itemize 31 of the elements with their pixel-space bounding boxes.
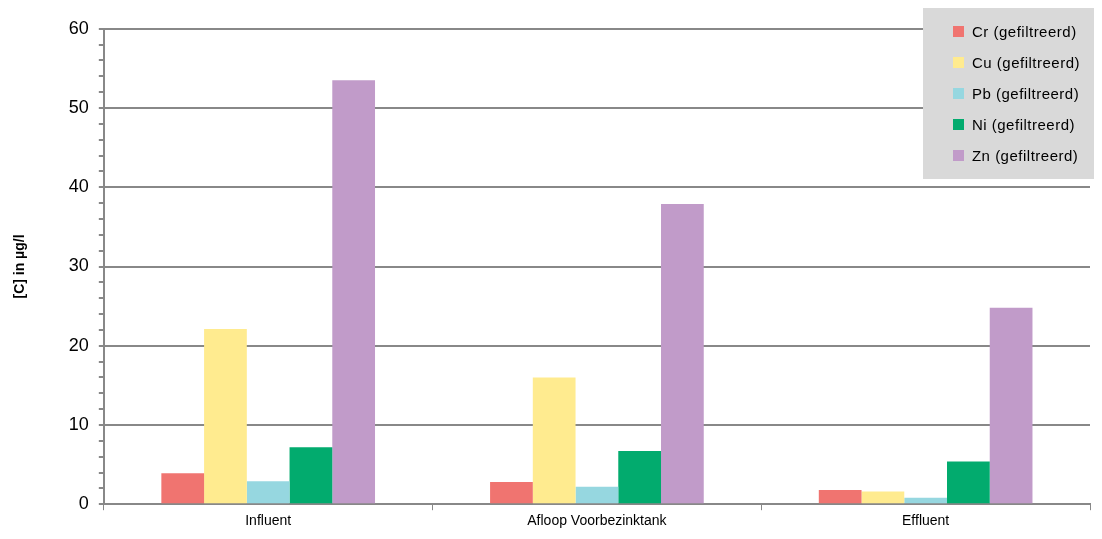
legend-label: Cu (gefiltreerd) — [971, 54, 1080, 71]
y-tick-label: 20 — [68, 334, 89, 355]
bar — [289, 447, 333, 504]
y-tick-label: 40 — [68, 176, 89, 197]
bar — [861, 491, 905, 504]
bar — [204, 329, 247, 504]
legend-label: Pb (gefiltreerd) — [971, 85, 1080, 102]
x-tick-label: Effluent — [902, 512, 950, 529]
bar — [618, 451, 662, 504]
y-axis-title: [C] in µg/l — [11, 234, 28, 299]
bar — [532, 377, 576, 504]
y-tick-label: 60 — [68, 17, 89, 38]
y-tick-label: 10 — [68, 413, 89, 434]
bar — [490, 482, 533, 504]
legend-label: Cr (gefiltreerd) — [971, 23, 1077, 40]
bar — [989, 307, 1033, 504]
legend-label: Zn (gefiltreerd) — [971, 147, 1079, 164]
bar — [818, 489, 862, 504]
x-tick-label: Influent — [245, 512, 292, 529]
bar — [161, 473, 205, 504]
bar — [246, 481, 290, 504]
legend-label: Ni (gefiltreerd) — [971, 116, 1075, 133]
y-tick-label: 0 — [78, 493, 89, 514]
bar — [904, 497, 947, 504]
bar — [332, 80, 376, 504]
bar — [947, 461, 990, 504]
y-tick-label: 50 — [68, 97, 89, 117]
bar — [661, 203, 704, 504]
y-tick-label: 30 — [68, 255, 89, 276]
bar — [575, 486, 619, 504]
x-tick-label: Afloop Voorbezinktank — [527, 512, 668, 529]
